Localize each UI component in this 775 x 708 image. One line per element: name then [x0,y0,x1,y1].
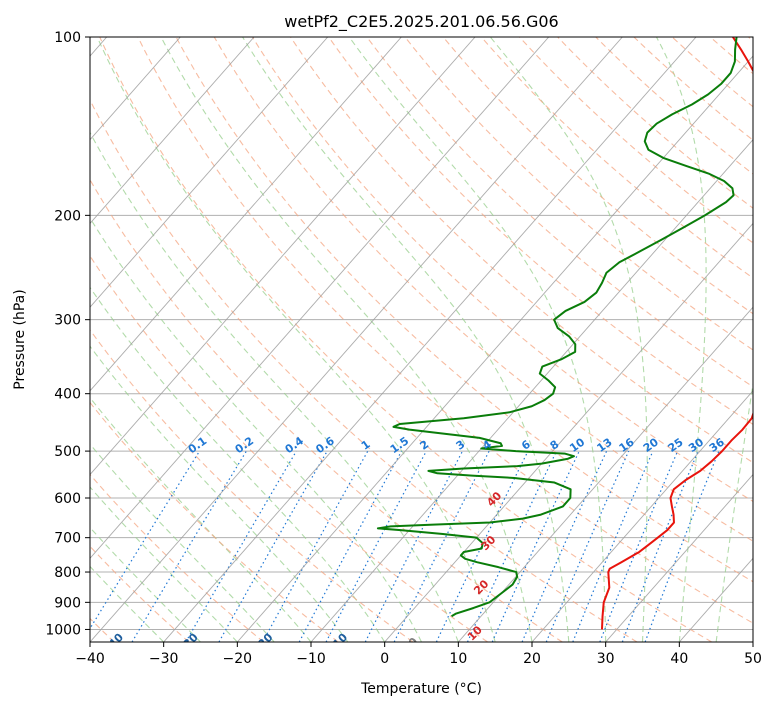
dry-adiabat-line [90,473,264,642]
dry-adiabat-line [90,254,488,642]
dry-adiabat-line [251,37,753,503]
dry-adiabat-label: 10 [465,623,485,643]
y-axis-label: Pressure (hPa) [12,289,28,389]
plot-frame [89,36,754,643]
moist-adiabat-line [90,217,422,642]
y-tick-label: 1000 [45,622,81,638]
isotherm-line [90,37,402,392]
isotherm-line [90,37,550,559]
mixing-ratio-line [393,450,490,642]
moist-adiabat-line [96,37,496,642]
y-axis-ticks: 100 200 300 400 500 600 700 800 900 1000 [45,30,90,638]
dry-adiabat-line [90,98,638,642]
x-axis-label: Temperature (°C) [360,681,482,697]
dry-adiabat-line [633,37,753,141]
y-tick-label: 600 [54,491,81,507]
isotherm-line [90,37,623,642]
temperature-profile-line [600,37,753,630]
isotherm-line [90,37,329,308]
dry-adiabat-line [213,37,753,542]
isotherm-line [163,37,697,642]
y-tick-label: 800 [54,565,81,581]
isotherm-line [457,306,753,642]
dry-adiabat-label: -30 [178,630,201,653]
isotherm-line [90,37,255,225]
x-tick-label: −20 [223,651,253,667]
mixing-ratio-line [298,450,403,642]
y-tick-label: 700 [54,531,81,547]
dry-adiabat-line [442,37,753,315]
y-tick-label: 300 [54,313,81,329]
moist-adiabat-line [715,380,753,642]
dry-adiabat-line [90,329,414,642]
dry-adiabat-line [99,37,712,642]
moist-adiabat-line [655,37,707,642]
moist-adiabat-line [160,37,533,642]
isotherm-line [531,390,753,642]
mixing-ratio-line [435,450,529,642]
pressure-gridlines [90,37,753,630]
dry-adiabat-line [175,37,753,583]
dry-adiabat-line [328,37,753,425]
chart-title: wetPf2_C2E5.2025.201.06.56.G06 [284,12,558,32]
isotherms [90,37,753,642]
dry-adiabat-line [90,178,563,642]
x-tick-label: 20 [523,651,541,667]
dry-adiabat-label: -20 [252,630,275,653]
x-tick-label: 30 [597,651,615,667]
x-tick-label: −40 [75,651,105,667]
sounding-profiles [376,37,753,630]
x-tick-label: −10 [296,651,326,667]
dewpoint-profile-line [376,37,738,618]
moist-adiabat-line [348,37,607,642]
isotherm-line [605,473,753,642]
mixing-ratio-line [185,450,297,642]
dry-adiabat-line [137,37,753,624]
moist-adiabat-line [489,37,648,642]
x-axis-ticks: −40 −30 −20 −10 0 10 20 30 40 50 [75,642,762,667]
y-tick-label: 900 [54,595,81,611]
x-tick-label: 0 [380,651,389,667]
isotherm-line [90,37,476,476]
isotherm-line [236,55,753,642]
dry-adiabat-label: -10 [327,630,350,653]
moist-adiabat-line [90,131,459,642]
mixing-ratio-line [621,450,699,642]
mixing-ratio-line [466,450,558,642]
dry-adiabat-label: -40 [103,630,126,653]
y-tick-label: 400 [54,387,81,403]
dry-adiabat-line [557,37,753,209]
y-tick-label: 200 [54,208,81,224]
dry-adiabat-line [404,37,753,351]
moist-adiabat-line [90,486,238,642]
x-tick-label: 40 [670,651,688,667]
y-tick-label: 100 [54,30,81,46]
dry-adiabats [90,37,753,642]
x-tick-label: 50 [744,651,762,667]
isotherm-line [310,139,753,642]
mixing-ratio-line [644,450,720,642]
dry-adiabat-line [595,37,753,175]
y-tick-label: 500 [54,444,81,460]
moist-adiabat-line [90,345,349,642]
mixing-ratio-line [90,450,201,630]
x-tick-label: −30 [149,651,179,667]
x-tick-label: 10 [449,651,467,667]
isotherm-line [90,37,181,141]
dry-adiabat-label: 0 [406,635,421,650]
isotherm-line [384,222,753,642]
